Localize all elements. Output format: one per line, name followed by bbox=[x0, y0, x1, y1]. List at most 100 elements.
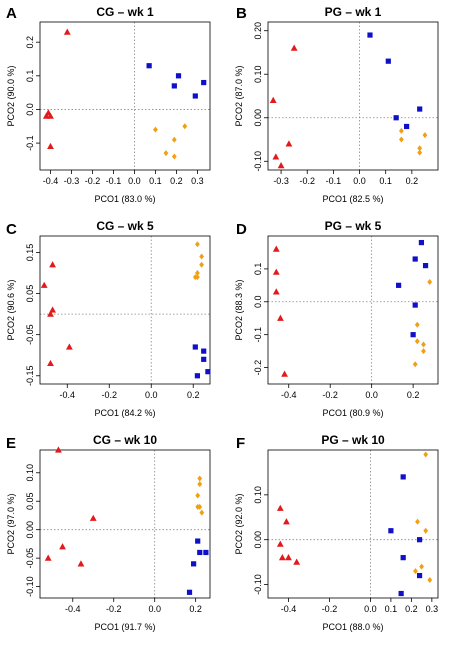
x-tick-label: -0.4 bbox=[281, 390, 297, 400]
data-point-diamond bbox=[199, 253, 205, 260]
panel-letter: C bbox=[6, 221, 17, 238]
data-point-square bbox=[186, 589, 193, 595]
data-point-square bbox=[400, 474, 406, 480]
data-point-square bbox=[201, 356, 207, 362]
x-tick-label: 0.2 bbox=[405, 604, 418, 614]
data-point-square bbox=[191, 561, 197, 567]
data-point-diamond bbox=[195, 274, 200, 281]
plot-frame bbox=[39, 21, 211, 171]
panel-d: D PG – wk 5 -0.4 -0.2 0.0 0.2 -0.2 -0.1 0.0 0.1 PC… bbox=[234, 219, 439, 418]
data-point-triangle bbox=[55, 446, 62, 453]
y-tick-label: -0.1 bbox=[25, 135, 35, 151]
data-point-diamond bbox=[199, 261, 205, 268]
y-tick-label: -0.2 bbox=[253, 360, 263, 376]
data-point-square bbox=[201, 79, 207, 86]
data-point-triangle bbox=[283, 518, 290, 525]
data-point-diamond bbox=[163, 150, 169, 157]
data-point-triangle bbox=[77, 560, 85, 567]
data-point-diamond bbox=[414, 338, 420, 345]
plot-frame bbox=[39, 449, 211, 599]
data-point-square bbox=[398, 590, 404, 597]
data-point-square bbox=[205, 369, 211, 375]
y-tick-label: 0.10 bbox=[25, 464, 35, 482]
y-tick-label: -0.10 bbox=[25, 576, 35, 597]
panel-title: CG – wk 1 bbox=[96, 5, 154, 19]
y-tick-label: 0.05 bbox=[25, 492, 35, 510]
data-point-diamond bbox=[199, 509, 205, 516]
data-point-triangle bbox=[49, 306, 56, 313]
panel-letter: D bbox=[236, 221, 247, 238]
data-point-square bbox=[201, 348, 207, 354]
x-tick-label: 0.2 bbox=[170, 176, 183, 186]
data-point-square bbox=[400, 555, 406, 561]
data-point-square bbox=[197, 549, 203, 556]
data-point-square bbox=[410, 332, 416, 338]
x-tick-label: 0.2 bbox=[406, 176, 419, 186]
panel-title: PG – wk 1 bbox=[325, 5, 382, 19]
data-point-diamond bbox=[195, 241, 200, 248]
x-axis-label: PCO1 (83.0 %) bbox=[94, 194, 155, 204]
data-point-square bbox=[418, 239, 425, 246]
y-tick-label: 0.15 bbox=[25, 244, 35, 262]
y-tick-label: 0.0 bbox=[253, 296, 263, 309]
data-point-triangle bbox=[285, 554, 292, 561]
data-point-triangle bbox=[277, 162, 285, 169]
data-point-triangle bbox=[272, 268, 280, 275]
data-point-square bbox=[393, 115, 399, 121]
data-point-triangle bbox=[47, 359, 54, 367]
x-tick-label: -0.4 bbox=[43, 176, 59, 186]
data-point-diamond bbox=[423, 527, 429, 534]
x-tick-label: 0.1 bbox=[379, 176, 392, 186]
y-tick-label: 0.20 bbox=[253, 22, 263, 40]
data-point-triangle bbox=[49, 261, 56, 268]
data-point-square bbox=[192, 93, 198, 99]
x-axis-label: PCO1 (82.5 %) bbox=[322, 194, 383, 204]
y-tick-label: -0.10 bbox=[253, 151, 263, 172]
data-point-diamond bbox=[427, 279, 433, 286]
x-tick-label: -0.3 bbox=[273, 176, 289, 186]
data-point-diamond bbox=[398, 136, 404, 143]
data-point-diamond bbox=[422, 132, 428, 139]
data-point-square bbox=[412, 256, 418, 262]
x-axis-label: PCO1 (80.9 %) bbox=[322, 408, 383, 418]
x-tick-label: -0.1 bbox=[326, 176, 342, 186]
data-point-triangle bbox=[47, 112, 54, 119]
x-tick-label: -0.4 bbox=[60, 390, 76, 400]
y-axis-label: PCO2 (87.0 %) bbox=[234, 65, 244, 126]
data-point-square bbox=[171, 83, 177, 89]
x-tick-label: -0.2 bbox=[106, 604, 122, 614]
x-tick-label: -0.2 bbox=[322, 604, 338, 614]
data-point-triangle bbox=[285, 140, 293, 147]
y-tick-label: 0.05 bbox=[25, 285, 35, 303]
data-point-triangle bbox=[65, 343, 73, 350]
data-point-diamond bbox=[171, 153, 177, 160]
data-point-triangle bbox=[47, 142, 54, 150]
panel-title: CG – wk 10 bbox=[93, 433, 157, 447]
y-tick-label: -0.1 bbox=[253, 327, 263, 343]
x-tick-label: -0.2 bbox=[299, 176, 315, 186]
y-tick-label: -0.05 bbox=[25, 324, 35, 345]
data-point-triangle bbox=[89, 514, 97, 521]
panel-a: A CG – wk 1 -0.4 -0.3 -0.2 -0.1 0.0 0.1 0.2 0.3 -0… bbox=[6, 5, 211, 204]
data-point-square bbox=[385, 58, 391, 64]
data-point-triangle bbox=[278, 554, 286, 561]
plot-frame bbox=[267, 449, 439, 599]
data-point-square bbox=[388, 528, 394, 534]
data-point-triangle bbox=[293, 558, 301, 565]
data-point-diamond bbox=[171, 136, 177, 143]
x-axis-label: PCO1 (88.0 %) bbox=[322, 622, 383, 632]
data-point-square bbox=[416, 572, 423, 579]
data-point-diamond bbox=[195, 270, 200, 276]
data-point-triangle bbox=[281, 370, 288, 377]
data-point-square bbox=[192, 344, 198, 350]
y-tick-label: -0.15 bbox=[25, 366, 35, 387]
data-point-triangle bbox=[276, 504, 284, 511]
data-point-diamond bbox=[423, 451, 429, 458]
y-axis-label: PCO2 (88.3 %) bbox=[234, 279, 244, 340]
panel-title: PG – wk 10 bbox=[321, 433, 385, 447]
panel-letter: B bbox=[236, 5, 247, 22]
x-tick-label: -0.2 bbox=[85, 176, 101, 186]
x-tick-label: 0.1 bbox=[149, 176, 162, 186]
y-tick-label: 0.1 bbox=[253, 263, 263, 276]
